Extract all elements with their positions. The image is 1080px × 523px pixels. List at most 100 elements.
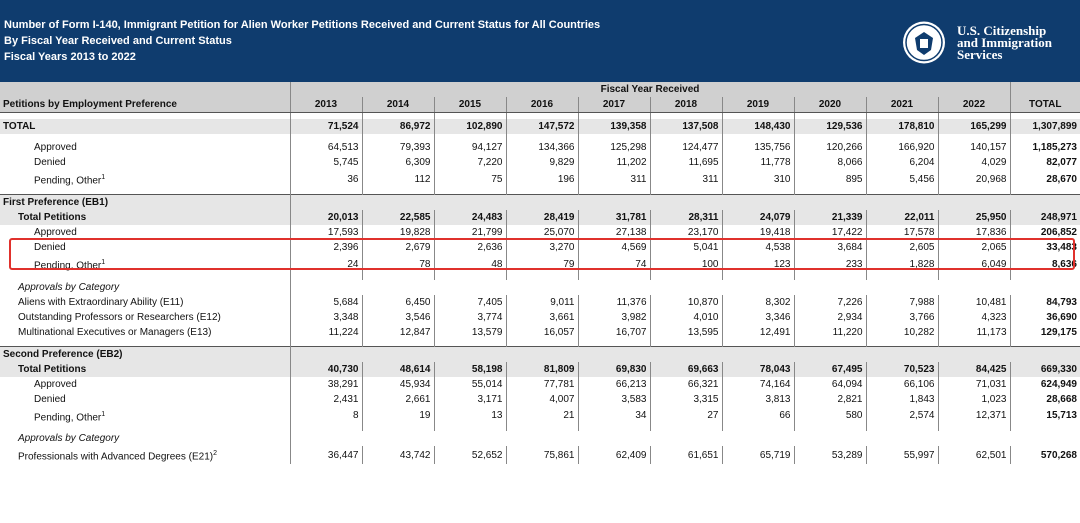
table-cell: 24,483 [433, 210, 506, 226]
year-header-2020: 2020 [793, 97, 866, 113]
table-cell: 4,323 [937, 309, 1010, 325]
table-cell: 11,376 [577, 294, 650, 310]
table-cell: 62,501 [937, 445, 1010, 465]
table-cell: 58,198 [433, 361, 506, 377]
table-cell: 7,226 [793, 294, 866, 310]
table-cell: 3,348 [289, 309, 362, 325]
table-cell: 22,585 [361, 210, 434, 226]
table-cell: 196 [505, 170, 578, 189]
table-row: Approvals by Category [0, 279, 1080, 295]
table-cell: 624,949 [1009, 376, 1080, 392]
table-row: Approved 17,593 19,828 21,799 25,070 27,138 23… [0, 225, 1080, 241]
table-cell: 40,730 [289, 361, 362, 377]
row-label: Pending, Other1 [34, 410, 106, 423]
table-cell: 36,447 [289, 445, 362, 465]
table-cell: 11,695 [649, 155, 722, 170]
table-cell: 74 [577, 255, 650, 274]
table-cell: 2,636 [433, 240, 506, 256]
table-cell: 23,170 [649, 225, 722, 241]
table-cell: 3,315 [649, 391, 722, 407]
table-cell: 70,523 [865, 361, 938, 377]
table-cell: 17,836 [937, 225, 1010, 241]
table-cell: 78,043 [721, 361, 794, 377]
table-cell: 12,491 [721, 324, 794, 340]
table-cell: 25,070 [505, 225, 578, 241]
table-cell: 6,450 [361, 294, 434, 310]
table-cell: 9,829 [505, 155, 578, 170]
table-cell: 27 [649, 406, 722, 425]
row-label: Denied [34, 157, 66, 168]
table-cell: 2,934 [793, 309, 866, 325]
total-header: TOTAL [1009, 97, 1080, 113]
table-row: Approved 64,513 79,393 94,127 134,366 125,298… [0, 140, 1080, 155]
table-cell: 16,707 [577, 324, 650, 340]
table-cell: 19,418 [721, 225, 794, 241]
table-cell: 125,298 [577, 140, 650, 155]
table-cell: 86,972 [361, 119, 434, 134]
table-cell: 12,847 [361, 324, 434, 340]
table-cell: 69,830 [577, 361, 650, 377]
row-label: Professionals with Advanced Degrees (E21… [18, 449, 218, 463]
table-cell: 5,041 [649, 240, 722, 256]
agency-line-2: and Immigration [957, 35, 1052, 50]
table-cell: 124,477 [649, 140, 722, 155]
table-cell: 71,524 [289, 119, 362, 134]
table-cell: 28,670 [1009, 170, 1080, 189]
table-cell: 13,579 [433, 324, 506, 340]
table-cell: 112 [361, 170, 434, 189]
table-cell: 129,536 [793, 119, 866, 134]
table-cell: 4,010 [649, 309, 722, 325]
table-cell: 31,781 [577, 210, 650, 226]
table-cell: 17,593 [289, 225, 362, 241]
table-cell: 6,309 [361, 155, 434, 170]
table-cell: 8,066 [793, 155, 866, 170]
table-cell: 19,828 [361, 225, 434, 241]
table-cell: 8,302 [721, 294, 794, 310]
table-cell: 4,538 [721, 240, 794, 256]
table-cell: 3,684 [793, 240, 866, 256]
table-cell: 74,164 [721, 376, 794, 392]
agency-line-1: U.S. Citizenship [957, 23, 1047, 38]
table-cell: 1,185,273 [1009, 140, 1080, 155]
table-cell: 8 [289, 406, 362, 425]
title-line-2: By Fiscal Year Received and Current Stat… [4, 35, 232, 47]
table-cell: 9,011 [505, 294, 578, 310]
table-cell: 4,569 [577, 240, 650, 256]
table-cell: 82,077 [1009, 155, 1080, 170]
row-header: Petitions by Employment Preference [0, 97, 290, 113]
table-cell: 3,661 [505, 309, 578, 325]
table-cell: 11,778 [721, 155, 794, 170]
table-cell: 7,405 [433, 294, 506, 310]
table-cell: 10,481 [937, 294, 1010, 310]
table-cell: 21,799 [433, 225, 506, 241]
table-cell: 19 [361, 406, 434, 425]
table-cell: 34 [577, 406, 650, 425]
table-cell: 139,358 [577, 119, 650, 134]
table-cell: 3,982 [577, 309, 650, 325]
table-cell: 3,774 [433, 309, 506, 325]
table-cell: 137,508 [649, 119, 722, 134]
table-cell: 5,456 [865, 170, 938, 189]
table-cell: 66,213 [577, 376, 650, 392]
table-cell: 166,920 [865, 140, 938, 155]
row-label: Pending, Other1 [34, 259, 106, 272]
table-cell: 11,220 [793, 324, 866, 340]
table-cell: 24,079 [721, 210, 794, 226]
row-label: Multinational Executives or Managers (E1… [18, 326, 212, 338]
table-cell: 134,366 [505, 140, 578, 155]
table-cell: 38,291 [289, 376, 362, 392]
table-cell: 5,745 [289, 155, 362, 170]
table-cell: 1,828 [865, 255, 938, 274]
table-cell: 17,422 [793, 225, 866, 241]
table-cell: 2,821 [793, 391, 866, 407]
table-cell: 123 [721, 255, 794, 274]
table-cell: 66 [721, 406, 794, 425]
table-cell: 21,339 [793, 210, 866, 226]
table-cell: 120,266 [793, 140, 866, 155]
table-cell: 3,346 [721, 309, 794, 325]
table-cell: 148,430 [721, 119, 794, 134]
table-cell: 36,690 [1009, 309, 1080, 325]
year-header-2021: 2021 [865, 97, 938, 113]
table-cell: 4,007 [505, 391, 578, 407]
table-cell: 20,013 [289, 210, 362, 226]
